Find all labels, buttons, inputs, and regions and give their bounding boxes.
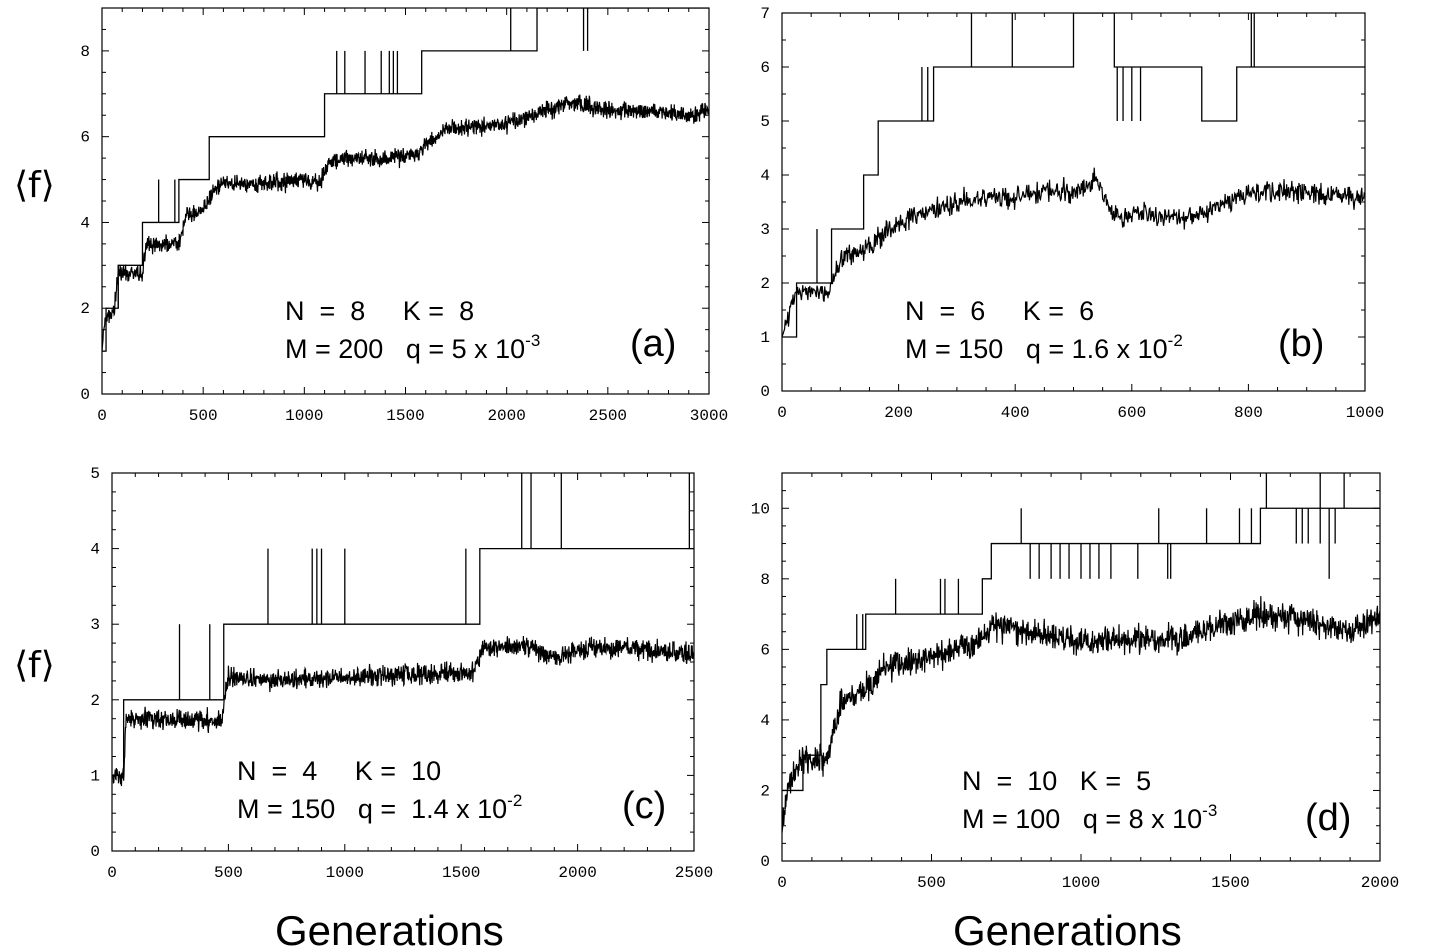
x-tick-label: 500 (189, 407, 218, 425)
params-line-2: M = 100 q = 8 x 10-3 (962, 801, 1217, 834)
panel-b: 0 200 400 600 800 1000 0 1 2 3 4 5 6 7 N = 6 K = 6 M = … (760, 5, 1384, 422)
plot-area (782, 13, 1365, 338)
plot-area (102, 8, 709, 352)
panel-d: 0 500 1000 1500 2000 0 2 4 6 8 10 N = 10 K = 5 M = 1… (751, 472, 1399, 892)
x-tick-label: 800 (1234, 404, 1263, 422)
params-line-2-exponent: -3 (1202, 801, 1217, 820)
y-tick-label: 2 (760, 275, 770, 293)
y-tick-label: 2 (90, 692, 100, 710)
mean-fitness-noisy-line (782, 167, 1365, 338)
mean-fitness-noisy-line (112, 636, 694, 787)
x-tick-label: 0 (97, 407, 107, 425)
x-tick-label: 500 (214, 864, 243, 882)
x-tick-label: 1000 (285, 407, 323, 425)
params-line-2-exponent: -2 (1168, 331, 1183, 350)
x-axis-label-left: Generations (275, 907, 504, 950)
y-tick-label: 6 (80, 129, 90, 147)
x-tick-label: 500 (917, 874, 946, 892)
x-tick-label: 1000 (1346, 404, 1384, 422)
plot-area (782, 473, 1380, 833)
params-line-2-base: M = 100 q = 8 x 10 (962, 804, 1202, 834)
panel-c: 0 500 1000 1500 2000 2500 0 1 2 3 4 5 N = 4 K = 10 M … (90, 465, 713, 882)
panel-a: 0 500 1000 1500 2000 2500 3000 0 2 4 6 8 N = 8 K = 8… (80, 7, 728, 425)
x-tick-label: 200 (884, 404, 913, 422)
x-tick-label: 3000 (690, 407, 728, 425)
x-tick-label: 1000 (326, 864, 364, 882)
y-tick-label: 1 (760, 329, 770, 347)
y-tick-label: 4 (760, 712, 770, 730)
y-tick-label: 2 (760, 782, 770, 800)
params-line-1: N = 10 K = 5 (962, 766, 1151, 796)
y-tick-label: 6 (760, 641, 770, 659)
plot-area (112, 473, 694, 787)
x-tick-label: 600 (1117, 404, 1146, 422)
panel-letter: (a) (630, 323, 676, 365)
best-fitness-step-line (782, 13, 1365, 338)
panel-letter: (b) (1278, 323, 1324, 365)
x-tick-label: 1500 (1211, 874, 1249, 892)
params-line-2-base: M = 150 q = 1.6 x 10 (905, 334, 1168, 364)
y-tick-label: 8 (760, 571, 770, 589)
y-tick-label: 0 (80, 386, 90, 404)
x-tick-label: 0 (107, 864, 117, 882)
y-tick-label: 2 (80, 300, 90, 318)
y-tick-label: 0 (760, 383, 770, 401)
mean-fitness-noisy-line (782, 596, 1380, 833)
y-tick-label: 10 (751, 500, 770, 518)
params-line-1: N = 4 K = 10 (237, 756, 441, 786)
params-line-2-exponent: -2 (507, 791, 522, 810)
x-tick-label: 2000 (558, 864, 596, 882)
params-line-2-base: M = 150 q = 1.4 x 10 (237, 794, 507, 824)
params-line-1: N = 8 K = 8 (285, 296, 474, 326)
params-line-1: N = 6 K = 6 (905, 296, 1094, 326)
plot-frame (781, 472, 1381, 862)
y-tick-label: 4 (80, 214, 90, 232)
y-tick-label: 0 (90, 843, 100, 861)
y-tick-label: 8 (80, 43, 90, 61)
y-axis-label-top: ⟨f⟩ (14, 165, 55, 206)
y-tick-label: 6 (760, 59, 770, 77)
x-tick-label: 0 (777, 404, 787, 422)
x-tick-label: 2000 (487, 407, 525, 425)
y-tick-label: 1 (90, 767, 100, 785)
y-tick-label: 5 (90, 465, 100, 483)
x-axis-label-right: Generations (953, 907, 1182, 950)
y-tick-label: 0 (760, 853, 770, 871)
params-line-2: M = 150 q = 1.4 x 10-2 (237, 791, 522, 824)
y-tick-label: 3 (90, 616, 100, 634)
x-tick-label: 1500 (442, 864, 480, 882)
best-fitness-step-line (112, 547, 694, 777)
y-tick-label: 4 (760, 167, 770, 185)
x-tick-label: 2500 (589, 407, 627, 425)
params-line-2-exponent: -3 (525, 331, 540, 350)
x-tick-label: 2000 (1361, 874, 1399, 892)
x-tick-label: 400 (1001, 404, 1030, 422)
params-line-2: M = 150 q = 1.6 x 10-2 (905, 331, 1183, 364)
params-line-2-base: M = 200 q = 5 x 10 (285, 334, 525, 364)
panel-letter: (d) (1305, 797, 1351, 839)
y-tick-label: 5 (760, 113, 770, 131)
mean-fitness-noisy-line (102, 94, 709, 352)
y-tick-label: 3 (760, 221, 770, 239)
x-tick-label: 1500 (386, 407, 424, 425)
x-tick-label: 2500 (675, 864, 713, 882)
x-tick-label: 0 (777, 874, 787, 892)
y-axis-label-bottom: ⟨f⟩ (14, 645, 55, 686)
y-tick-label: 4 (90, 541, 100, 559)
y-tick-label: 7 (760, 5, 770, 23)
x-tick-label: 1000 (1062, 874, 1100, 892)
params-line-2: M = 200 q = 5 x 10-3 (285, 331, 540, 364)
panel-letter: (c) (622, 785, 666, 827)
